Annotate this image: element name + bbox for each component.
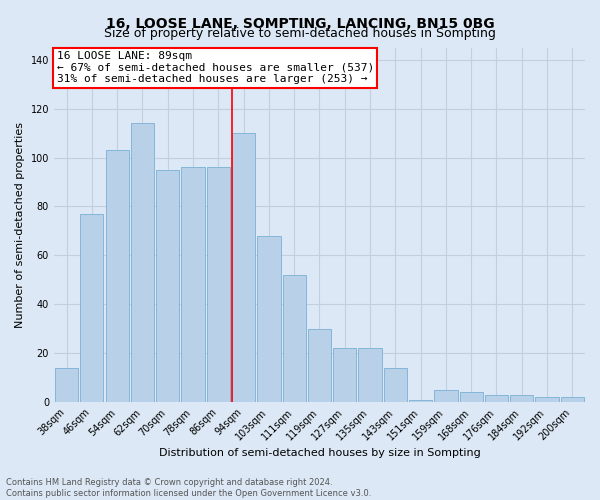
Bar xyxy=(409,400,432,402)
Bar xyxy=(257,236,281,402)
Bar xyxy=(181,168,205,402)
Bar xyxy=(106,150,129,402)
Bar xyxy=(358,348,382,402)
Bar xyxy=(535,398,559,402)
Bar xyxy=(131,124,154,402)
Text: Size of property relative to semi-detached houses in Sompting: Size of property relative to semi-detach… xyxy=(104,28,496,40)
Bar xyxy=(460,392,483,402)
Bar xyxy=(434,390,458,402)
Bar xyxy=(383,368,407,402)
Bar xyxy=(55,368,78,402)
X-axis label: Distribution of semi-detached houses by size in Sompting: Distribution of semi-detached houses by … xyxy=(158,448,481,458)
Text: Contains HM Land Registry data © Crown copyright and database right 2024.
Contai: Contains HM Land Registry data © Crown c… xyxy=(6,478,371,498)
Bar xyxy=(80,214,103,402)
Bar xyxy=(510,395,533,402)
Bar xyxy=(485,395,508,402)
Bar xyxy=(561,398,584,402)
Y-axis label: Number of semi-detached properties: Number of semi-detached properties xyxy=(15,122,25,328)
Bar xyxy=(232,133,255,402)
Bar xyxy=(308,329,331,402)
Bar xyxy=(156,170,179,402)
Bar xyxy=(333,348,356,402)
Text: 16 LOOSE LANE: 89sqm
← 67% of semi-detached houses are smaller (537)
31% of semi: 16 LOOSE LANE: 89sqm ← 67% of semi-detac… xyxy=(56,51,374,84)
Text: 16, LOOSE LANE, SOMPTING, LANCING, BN15 0BG: 16, LOOSE LANE, SOMPTING, LANCING, BN15 … xyxy=(106,18,494,32)
Bar xyxy=(206,168,230,402)
Bar xyxy=(283,275,306,402)
